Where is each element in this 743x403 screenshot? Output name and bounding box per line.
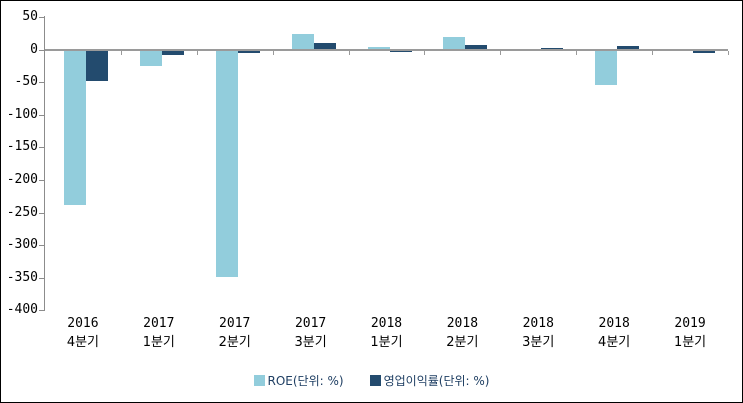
x-axis-tick <box>120 50 122 55</box>
x-axis-tick <box>652 50 654 55</box>
y-tick-mark <box>39 212 45 214</box>
x-label-quarter: 2분기 <box>446 335 479 350</box>
x-category-label: 2019 1분기 <box>652 314 728 352</box>
y-tick-label: -150 <box>6 139 38 155</box>
y-tick-mark <box>39 16 45 18</box>
x-label-year: 2018 <box>598 316 630 331</box>
x-label-year: 2017 <box>219 316 251 331</box>
x-label-year: 2017 <box>143 316 175 331</box>
roe-bar <box>291 34 314 49</box>
operating-margin-bar <box>541 47 564 49</box>
legend-item: 영업이익률(단위: %) <box>369 372 490 389</box>
x-label-quarter: 1분기 <box>142 335 175 350</box>
x-axis-tick <box>348 50 350 55</box>
legend-label: ROE(단위: %) <box>267 374 344 388</box>
x-label-year: 2018 <box>446 316 479 331</box>
x-axis-tick <box>576 50 578 55</box>
x-label-year: 2017 <box>294 316 327 331</box>
x-label-quarter: 4분기 <box>598 335 631 350</box>
y-tick-label: -300 <box>6 237 38 253</box>
operating-margin-bar <box>389 50 412 52</box>
x-label-year: 2016 <box>67 316 99 331</box>
y-tick-mark <box>39 245 45 247</box>
operating-margin-bar <box>465 45 488 49</box>
x-label-quarter: 3분기 <box>522 335 555 350</box>
x-axis-zero-line <box>45 48 728 51</box>
x-category-label: 2017 2분기 <box>197 314 273 352</box>
x-label-quarter: 3분기 <box>294 335 327 350</box>
x-category-label: 2017 3분기 <box>273 314 349 352</box>
x-axis-tick <box>500 50 502 55</box>
operating-margin-bar <box>85 50 108 82</box>
y-tick-mark <box>39 82 45 84</box>
x-axis-tick <box>196 50 198 55</box>
x-category-label: 2018 4분기 <box>576 314 652 352</box>
y-tick-label: -50 <box>14 74 38 90</box>
x-label-year: 2018 <box>370 316 403 331</box>
x-label-quarter: 4분기 <box>66 335 100 350</box>
x-label-quarter: 1분기 <box>370 335 403 350</box>
x-category-label: 2017 1분기 <box>121 314 197 352</box>
x-label-quarter: 2분기 <box>218 335 251 350</box>
y-tick-label: -250 <box>6 204 38 220</box>
legend-swatch-icon <box>253 375 265 386</box>
y-tick-label: -100 <box>6 106 38 122</box>
y-tick-mark <box>39 49 45 51</box>
y-axis-line <box>44 16 45 311</box>
legend: ROE(단위: %) 영업이익률(단위: %) <box>1 372 742 389</box>
y-tick-label: -350 <box>6 269 38 285</box>
x-label-year: 2018 <box>522 316 554 331</box>
x-category-label: 2018 2분기 <box>424 314 500 352</box>
operating-margin-bar <box>617 46 640 49</box>
y-tick-mark <box>39 277 45 279</box>
x-label-quarter: 1분기 <box>673 335 707 350</box>
y-tick-mark <box>39 114 45 116</box>
roe-bar <box>63 50 86 205</box>
legend-label: 영업이익률(단위: %) <box>383 374 490 388</box>
x-category-label: 2018 1분기 <box>349 314 425 352</box>
y-tick-label: -400 <box>6 302 38 318</box>
operating-margin-bar <box>237 50 260 53</box>
roe-bar <box>215 50 238 277</box>
operating-margin-bar <box>693 50 716 54</box>
x-axis-tick <box>424 50 426 55</box>
operating-margin-bar <box>161 50 184 56</box>
x-label-year: 2019 <box>674 316 706 331</box>
y-tick-mark <box>39 310 45 312</box>
operating-margin-bar <box>313 43 336 49</box>
roe-bar <box>139 50 162 67</box>
legend-item: ROE(단위: %) <box>253 372 344 389</box>
roe-bar <box>443 36 466 49</box>
x-axis-tick <box>728 50 729 55</box>
legend-swatch-icon <box>369 375 381 386</box>
x-category-label: 2016 4분기 <box>45 314 121 352</box>
roe-bar <box>367 47 390 49</box>
roe-bar <box>595 50 618 85</box>
y-tick-label: 50 <box>22 8 38 24</box>
y-tick-label: 0 <box>30 41 38 57</box>
y-tick-label: -200 <box>6 171 38 187</box>
x-axis-tick <box>272 50 274 55</box>
y-tick-mark <box>39 147 45 149</box>
y-tick-mark <box>39 179 45 181</box>
x-category-label: 2018 3분기 <box>500 314 576 352</box>
